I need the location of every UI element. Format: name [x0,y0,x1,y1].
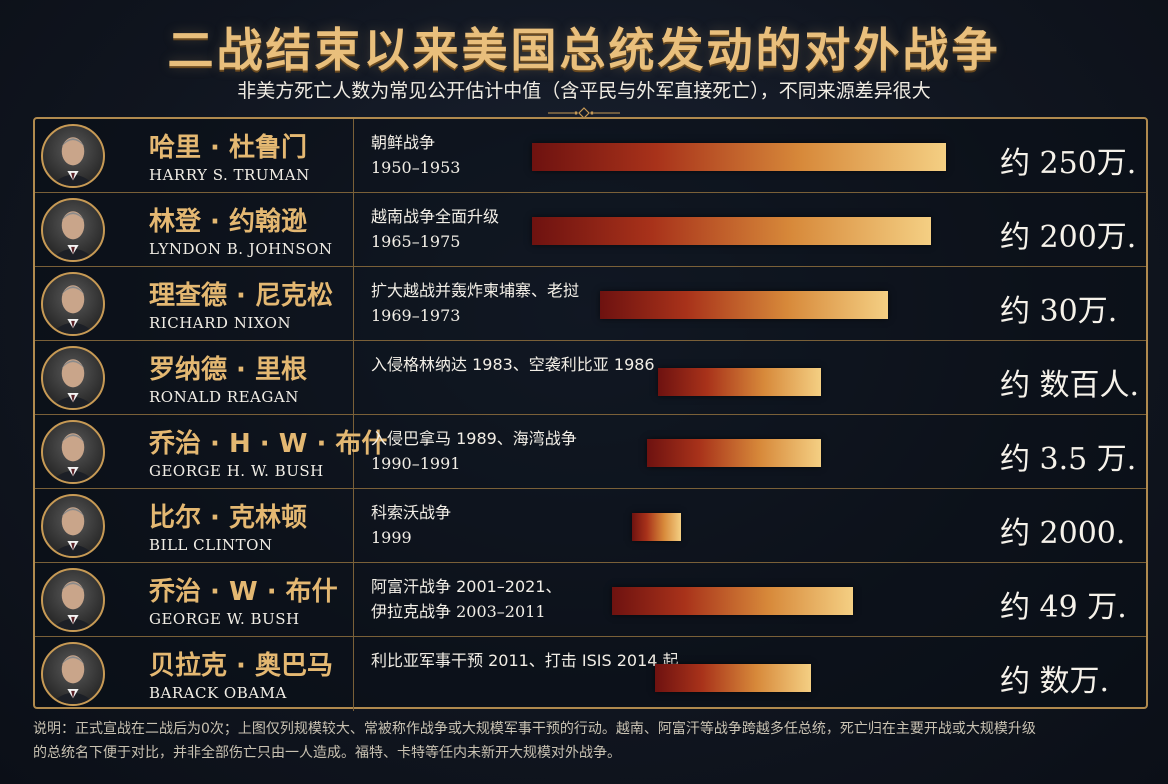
war-years: 1999 [371,528,412,547]
president-war-table: 哈里 · 杜鲁门 HARRY S. TRUMAN 朝鲜战争 1950–1953 约 25… [33,117,1148,711]
war-name: 朝鲜战争 [371,133,436,152]
president-name-en: RICHARD NIXON [149,314,292,332]
war-years: 1950–1953 [371,158,461,177]
casualty-bar [632,513,682,541]
war-name: 扩大越战并轰炸柬埔寨、老挝 [371,281,580,300]
table-row: 乔治 · W · 布什 GEORGE W. BUSH 阿富汗战争 2001–2021… [35,563,1146,637]
war-years: 伊拉克战争 2003–2011 [371,602,546,621]
footnote-line-1: 说明：正式宣战在二战后为0次；上图仅列规模较大、常被称作战争或大规模军事干预的行… [33,721,1036,737]
war-name: 利比亚军事干预 2011、打击 ISIS 2014 起 [371,651,679,670]
column-divider [353,489,354,562]
portrait-icon [41,494,105,558]
war-description: 朝鲜战争 1950–1953 [371,130,671,186]
war-description: 扩大越战并轰炸柬埔寨、老挝 1969–1973 [371,278,671,334]
president-name-cn: 贝拉克 · 奥巴马 [149,651,333,681]
president-name-cn: 罗纳德 · 里根 [149,355,307,385]
casualty-value-label: 约 250万. [1000,146,1137,181]
casualty-bar [532,217,932,245]
president-name-cn: 理查德 · 尼克松 [149,281,333,311]
war-name: 入侵格林纳达 1983、空袭利比亚 1986 [371,355,655,374]
casualty-bar [612,587,854,615]
war-description: 利比亚军事干预 2011、打击 ISIS 2014 起 [371,648,679,704]
war-description: 越南战争全面升级 1965–1975 [371,204,671,260]
column-divider [353,119,354,192]
table-row: 林登 · 约翰逊 LYNDON B. JOHNSON 越南战争全面升级 1965–19… [35,193,1146,267]
president-name-en: BILL CLINTON [149,536,273,554]
column-divider [353,341,354,414]
portrait-icon [41,420,105,484]
war-years: 1965–1975 [371,232,461,251]
casualty-value-label: 约 200万. [1000,220,1137,255]
casualty-bar [655,664,811,692]
table-row: 哈里 · 杜鲁门 HARRY S. TRUMAN 朝鲜战争 1950–1953 约 25… [35,119,1146,193]
table-row: 乔治 · H · W · 布什 GEORGE H. W. BUSH 入侵巴拿马 19… [35,415,1146,489]
war-name: 入侵巴拿马 1989、海湾战争 [371,429,577,448]
casualty-bar [658,368,821,396]
war-description: 阿富汗战争 2001–2021、 伊拉克战争 2003–2011 [371,574,671,630]
table-row: 比尔 · 克林顿 BILL CLINTON 科索沃战争 1999 约 2000. [35,489,1146,563]
portrait-icon [41,568,105,632]
column-divider [353,563,354,636]
president-name-cn: 比尔 · 克林顿 [149,503,307,533]
column-divider [353,415,354,488]
casualty-value-label: 约 3.5 万. [1000,442,1137,477]
president-name-cn: 哈里 · 杜鲁门 [149,133,307,163]
footnote-line-2: 的总统名下便于对比，并非全部伤亡只由一人造成。福特、卡特等任内未新开大规模对外战… [33,745,621,761]
war-years: 1969–1973 [371,306,461,325]
portrait-icon [41,642,105,706]
president-name-en: LYNDON B. JOHNSON [149,240,333,258]
war-description: 科索沃战争 1999 [371,500,671,556]
column-divider [353,267,354,340]
casualty-bar [600,291,889,319]
war-name: 阿富汗战争 2001–2021、 [371,577,562,596]
war-description: 入侵巴拿马 1989、海湾战争 1990–1991 [371,426,671,482]
war-name: 越南战争全面升级 [371,207,500,226]
president-name-en: GEORGE W. BUSH [149,610,300,628]
chart-title: 二战结束以来美国总统发动的对外战争 [167,23,1001,77]
president-name-cn: 林登 · 约翰逊 [149,207,307,237]
president-name-en: HARRY S. TRUMAN [149,166,310,184]
portrait-icon [41,124,105,188]
casualty-value-label: 约 30万. [1000,294,1118,329]
portrait-icon [41,272,105,336]
column-divider [353,637,354,711]
president-name-en: GEORGE H. W. BUSH [149,462,324,480]
table-row: 贝拉克 · 奥巴马 BARACK OBAMA 利比亚军事干预 2011、打击 ISI… [35,637,1146,711]
war-description: 入侵格林纳达 1983、空袭利比亚 1986 [371,352,671,408]
casualty-value-label: 约 49 万. [1000,590,1127,625]
president-name-cn: 乔治 · H · W · 布什 [149,429,388,459]
column-divider [353,193,354,266]
president-name-en: RONALD REAGAN [149,388,299,406]
portrait-icon [41,346,105,410]
casualty-value-label: 约 2000. [1000,516,1126,551]
president-name-en: BARACK OBAMA [149,684,287,702]
casualty-bar [532,143,946,171]
war-name: 科索沃战争 [371,503,452,522]
war-years: 1990–1991 [371,454,461,473]
casualty-bar [647,439,821,467]
table-row: 理查德 · 尼克松 RICHARD NIXON 扩大越战并轰炸柬埔寨、老挝 1969–… [35,267,1146,341]
president-name-cn: 乔治 · W · 布什 [149,577,338,607]
table-row: 罗纳德 · 里根 RONALD REAGAN 入侵格林纳达 1983、空袭利比亚 1… [35,341,1146,415]
casualty-value-label: 约 数百人. [1000,368,1140,403]
casualty-value-label: 约 数万. [1000,664,1110,699]
portrait-icon [41,198,105,262]
footnote: 说明：正式宣战在二战后为0次；上图仅列规模较大、常被称作战争或大规模军事干预的行… [33,717,1138,777]
chart-subtitle: 非美方死亡人数为常见公开估计中值（含平民与外军直接死亡），不同来源差异很大 [237,80,931,102]
